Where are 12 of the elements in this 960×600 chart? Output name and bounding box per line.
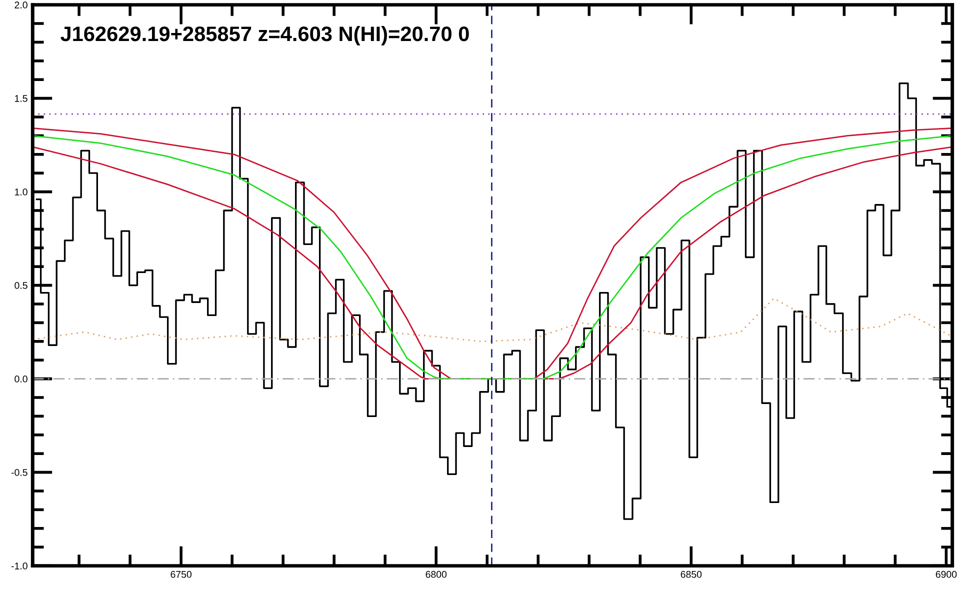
y-tick-label: 0.5	[14, 282, 28, 289]
y-tick-label: 0.0	[14, 376, 28, 382]
text: J162629.19+285857 z=4.603 N(HI)=20.70 0	[60, 26, 469, 46]
x-tick-label: 6850	[680, 570, 702, 578]
y-tick-label: 2.0	[14, 2, 28, 8]
x-tick-label: 6800	[426, 570, 447, 578]
y-tick-label: 1.0	[15, 188, 28, 196]
x-tick-label: 6900	[936, 570, 957, 578]
y-tick-label: -1.0	[11, 562, 28, 570]
x-tick-label: 6750	[170, 570, 192, 578]
y-tick-label: -0.5	[11, 469, 28, 476]
y-tick-label: 1.5	[15, 95, 28, 102]
